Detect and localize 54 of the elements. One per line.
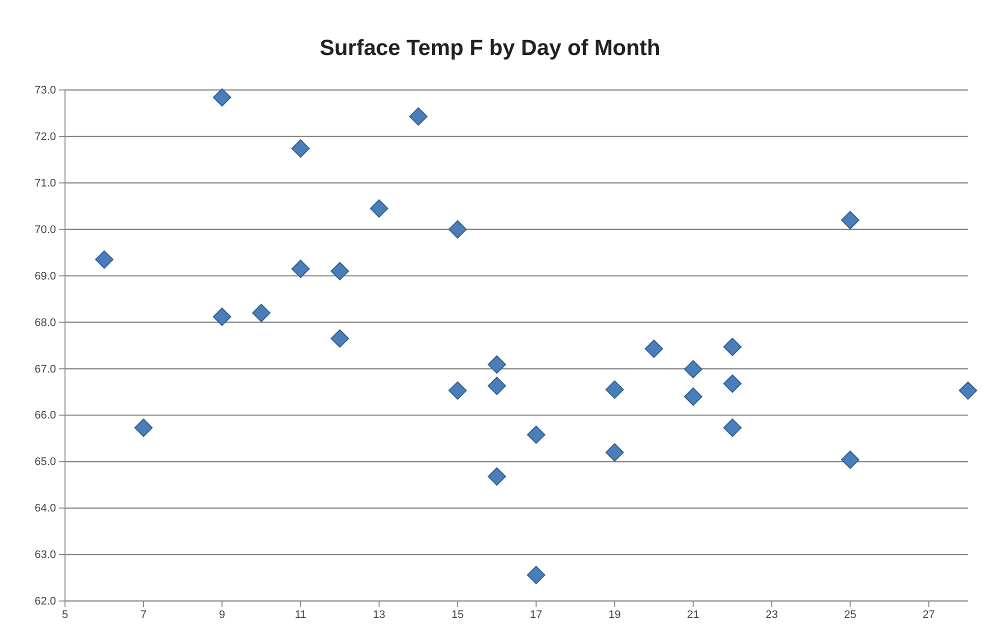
- y-tick-label: 63.0: [34, 549, 56, 562]
- point: [723, 338, 742, 356]
- point: [370, 199, 388, 218]
- point: [409, 107, 428, 126]
- y-tick-label: 68.0: [34, 316, 56, 329]
- point: [212, 88, 232, 107]
- point: [252, 304, 270, 322]
- point: [134, 418, 153, 437]
- x-tick-label: 9: [218, 608, 226, 621]
- point: [448, 220, 467, 239]
- y-tick-label: 72.0: [34, 130, 56, 143]
- point: [684, 387, 702, 406]
- y-tick-label: 65.0: [34, 456, 56, 468]
- point: [291, 139, 310, 158]
- x-tick-label: 19: [608, 608, 621, 621]
- point: [644, 340, 664, 358]
- point: [212, 308, 232, 326]
- point: [684, 360, 702, 378]
- point: [330, 329, 349, 348]
- point: [291, 260, 310, 278]
- x-tick-label: 21: [687, 608, 700, 621]
- point: [488, 467, 506, 486]
- x-tick-label: 7: [140, 608, 147, 621]
- point: [448, 381, 467, 400]
- y-tick-label: 71.0: [34, 177, 56, 190]
- point: [526, 426, 546, 444]
- point: [605, 380, 624, 399]
- x-tick-label: 27: [922, 608, 935, 621]
- point: [605, 443, 624, 462]
- point: [723, 374, 742, 393]
- point: [488, 376, 506, 396]
- y-tick-label: 69.0: [34, 270, 56, 282]
- y-tick-label: 70.0: [34, 224, 56, 236]
- point: [723, 418, 742, 437]
- y-tick-label: 64.0: [34, 502, 56, 515]
- x-tick-label: 11: [294, 608, 306, 621]
- y-tick-label: 73.0: [34, 84, 56, 97]
- y-tick-label: 67.0: [34, 363, 56, 376]
- x-tick-label: 15: [451, 608, 464, 621]
- point: [488, 355, 506, 374]
- point: [958, 381, 978, 400]
- x-tick-label: 13: [372, 608, 386, 621]
- y-tick-label: 66.0: [34, 410, 56, 422]
- point: [841, 450, 860, 469]
- point: [95, 250, 114, 269]
- x-tick-label: 17: [530, 608, 542, 621]
- point: [841, 210, 860, 230]
- point: [526, 566, 546, 584]
- x-tick-label: 5: [62, 608, 68, 621]
- x-tick-label: 25: [844, 608, 856, 621]
- point: [330, 262, 349, 280]
- chart-title: Surface Temp F by Day of Month: [320, 35, 660, 60]
- y-tick-label: 62.0: [34, 596, 56, 608]
- x-tick-label: 23: [766, 608, 778, 621]
